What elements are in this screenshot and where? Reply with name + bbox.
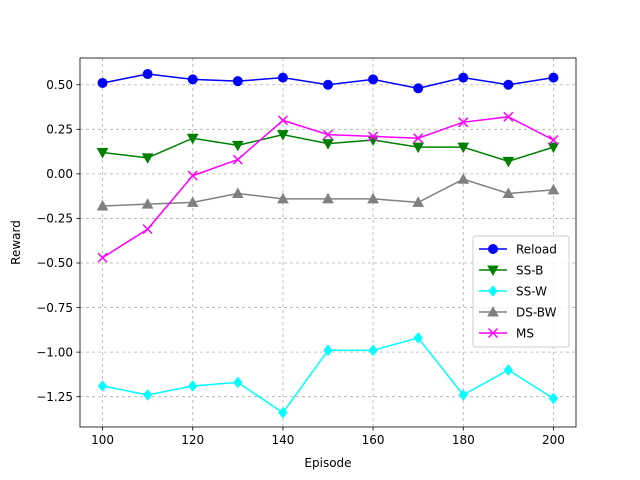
- legend-label: SS-W: [516, 284, 547, 298]
- y-axis: 0.50 0.25 0.00 −0.25 −0.50 −0.75 −1.00 −1.25: [36, 78, 80, 404]
- data-point: [142, 389, 153, 401]
- data-point: [412, 142, 425, 154]
- series-ds-bw: [96, 173, 560, 211]
- data-point: [231, 187, 244, 198]
- legend-item-ss-b: SS-B: [479, 263, 543, 277]
- legend-label: MS: [516, 326, 534, 340]
- data-point: [277, 130, 289, 141]
- x-tick-label: 160: [362, 433, 385, 447]
- plot-area: 100 120 140 160 180 200 0.50 0.25 0.00 −0.25 −0.50…: [9, 57, 577, 470]
- data-point: [457, 173, 470, 184]
- x-tick-label: 200: [542, 433, 565, 447]
- x-tick-label: 120: [181, 433, 204, 447]
- data-point: [187, 170, 198, 181]
- data-point: [186, 196, 199, 207]
- series-reload: [97, 69, 559, 94]
- data-point: [188, 380, 198, 392]
- data-point: [142, 69, 153, 80]
- data-point: [186, 133, 199, 145]
- data-point: [322, 139, 334, 150]
- legend-item-ss-w: SS-W: [479, 284, 547, 298]
- data-point: [413, 332, 423, 344]
- data-point: [548, 392, 559, 405]
- series-ss-b: [96, 130, 560, 168]
- y-tick-label: 0.50: [46, 78, 73, 92]
- legend-item-ds-bw: DS-BW: [479, 305, 557, 319]
- data-point: [97, 380, 108, 392]
- data-point: [277, 72, 288, 83]
- y-tick-label: −0.25: [36, 212, 73, 226]
- data-point: [97, 77, 108, 88]
- data-point: [458, 72, 469, 83]
- legend-label: Reload: [516, 242, 557, 256]
- data-point: [502, 187, 515, 198]
- data-point: [278, 406, 288, 419]
- y-tick-label: −1.25: [36, 390, 73, 404]
- data-point: [503, 111, 514, 122]
- data-point: [413, 83, 424, 94]
- data-point: [547, 142, 560, 154]
- data-point: [458, 389, 468, 401]
- data-point: [232, 154, 243, 165]
- data-point: [487, 327, 499, 339]
- data-point: [323, 344, 333, 357]
- data-point: [548, 72, 559, 83]
- x-tick-label: 140: [271, 433, 294, 447]
- data-point: [548, 134, 559, 146]
- data-point: [233, 376, 243, 389]
- data-point: [96, 199, 109, 211]
- data-point: [457, 142, 470, 154]
- data-point: [322, 129, 334, 140]
- data-point: [141, 198, 154, 209]
- x-axis: 100 120 140 160 180 200: [91, 427, 565, 447]
- data-point: [487, 305, 499, 317]
- series-ss-w: [97, 332, 559, 419]
- y-tick-label: −0.75: [36, 301, 73, 315]
- legend: Reload SS-B SS-W DS-BW MS: [472, 235, 570, 348]
- data-point: [97, 252, 108, 263]
- data-point: [367, 192, 379, 204]
- y-tick-label: −0.50: [36, 256, 73, 270]
- data-point: [277, 115, 288, 126]
- data-point: [277, 192, 289, 204]
- data-point: [141, 153, 154, 164]
- x-tick-label: 180: [452, 433, 475, 447]
- axes-frame: [79, 57, 577, 428]
- data-point: [503, 79, 514, 90]
- data-point: [368, 74, 379, 85]
- data-point: [232, 76, 243, 87]
- data-point: [142, 224, 153, 235]
- data-point: [412, 196, 425, 207]
- data-point: [547, 183, 560, 195]
- data-point: [458, 117, 469, 128]
- legend-label: SS-B: [516, 263, 543, 277]
- data-point: [231, 140, 244, 152]
- data-point: [323, 79, 333, 90]
- y-tick-label: 0.00: [46, 167, 73, 181]
- y-tick-label: −1.00: [36, 345, 73, 359]
- data-point: [413, 133, 424, 144]
- x-axis-title: Episode: [304, 456, 351, 470]
- data-point: [368, 131, 379, 142]
- data-point: [487, 265, 499, 277]
- x-tick-label: 100: [91, 433, 114, 447]
- legend-label: DS-BW: [516, 305, 557, 319]
- data-point: [503, 364, 514, 376]
- y-tick-label: 0.25: [46, 123, 73, 137]
- data-point: [488, 285, 498, 297]
- data-point: [96, 147, 109, 159]
- data-point: [488, 244, 498, 254]
- legend-item-reload: Reload: [479, 242, 557, 256]
- data-point: [368, 344, 378, 357]
- data-point: [322, 192, 334, 204]
- legend-item-ms: MS: [479, 326, 534, 340]
- legend-box: [472, 235, 570, 348]
- y-axis-title: Reward: [9, 220, 23, 265]
- data-point: [502, 156, 515, 168]
- series-ms: [97, 111, 559, 263]
- data-point: [187, 74, 198, 85]
